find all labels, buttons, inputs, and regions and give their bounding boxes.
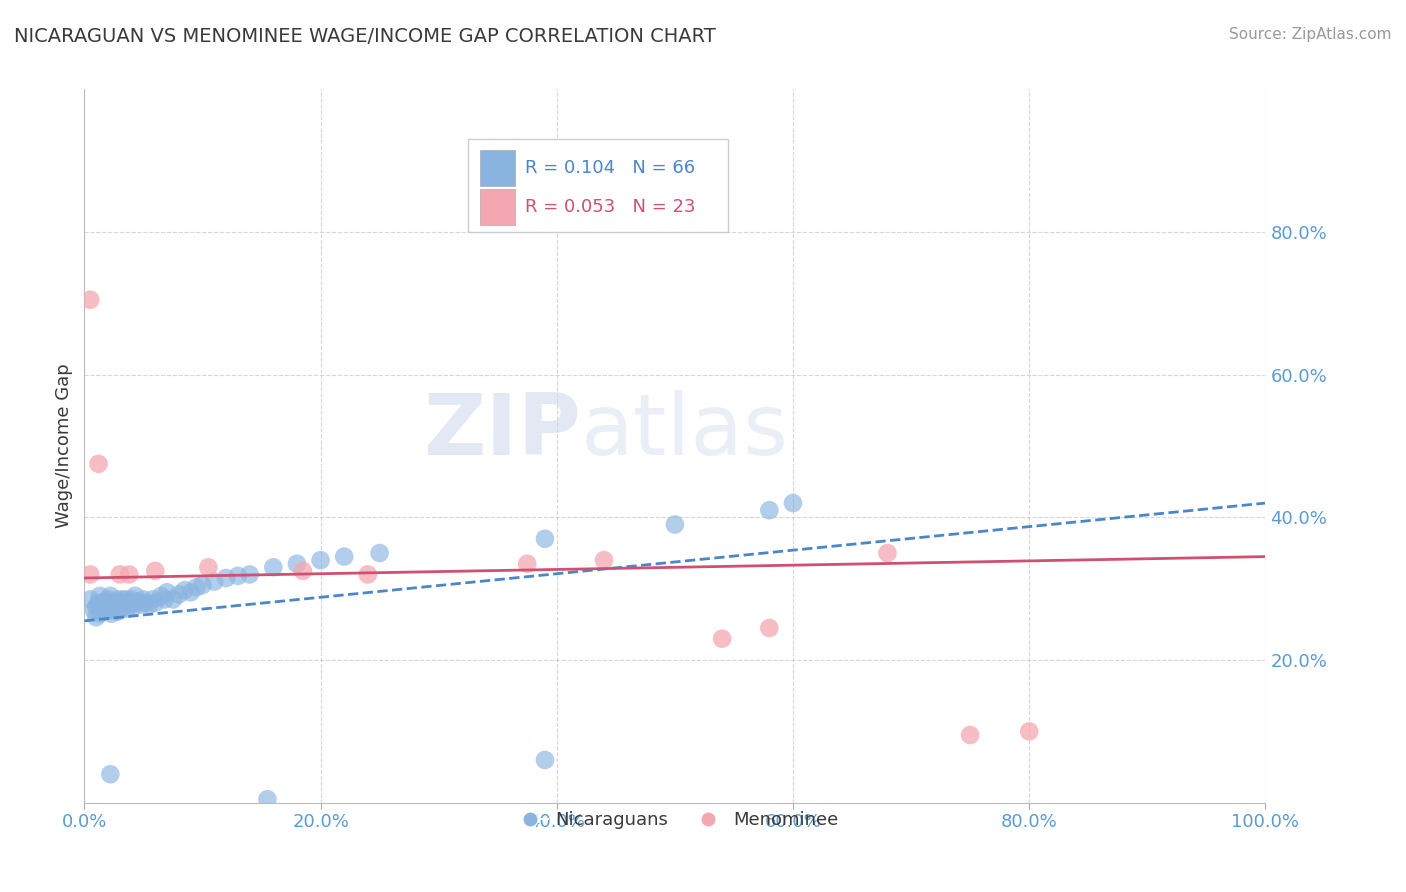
Point <box>79 567 101 582</box>
Point <box>333 549 356 564</box>
Bar <box>479 150 516 186</box>
Point <box>143 564 166 578</box>
Point <box>124 589 146 603</box>
Point <box>108 596 131 610</box>
Point <box>357 567 380 582</box>
Point <box>105 598 128 612</box>
Text: atlas: atlas <box>581 390 789 474</box>
Point <box>97 603 120 617</box>
Point <box>186 580 208 594</box>
Point <box>664 517 686 532</box>
Point <box>1018 724 1040 739</box>
Point <box>114 592 136 607</box>
Point <box>93 594 115 608</box>
Point <box>98 596 121 610</box>
Point <box>118 567 141 582</box>
Point <box>107 592 129 607</box>
Point <box>89 589 111 603</box>
Point <box>127 594 149 608</box>
Point <box>115 601 138 615</box>
Point <box>262 560 284 574</box>
Point <box>91 598 114 612</box>
Text: NICARAGUAN VS MENOMINEE WAGE/INCOME GAP CORRELATION CHART: NICARAGUAN VS MENOMINEE WAGE/INCOME GAP … <box>14 27 716 45</box>
Point <box>129 598 152 612</box>
Point <box>173 583 195 598</box>
Point <box>215 571 238 585</box>
Point <box>782 496 804 510</box>
Point <box>876 546 898 560</box>
Y-axis label: Wage/Income Gap: Wage/Income Gap <box>55 364 73 528</box>
Text: Source: ZipAtlas.com: Source: ZipAtlas.com <box>1229 27 1392 42</box>
Point <box>758 621 780 635</box>
Point <box>534 532 557 546</box>
Point <box>114 598 136 612</box>
Point <box>143 596 166 610</box>
Point <box>309 553 332 567</box>
Point <box>285 557 308 571</box>
Point <box>122 599 145 614</box>
Point <box>84 610 107 624</box>
Point <box>91 605 114 619</box>
Point <box>79 293 101 307</box>
Point <box>256 792 278 806</box>
Text: R = 0.053   N = 23: R = 0.053 N = 23 <box>524 198 696 216</box>
Point <box>135 596 157 610</box>
Point <box>117 596 139 610</box>
Point <box>711 632 734 646</box>
Point <box>98 767 121 781</box>
Point <box>84 599 107 614</box>
Point <box>107 605 129 619</box>
Point <box>94 605 117 619</box>
Point <box>91 601 114 615</box>
Point <box>516 557 538 571</box>
Legend: Nicaraguans, Menominee: Nicaraguans, Menominee <box>505 805 845 837</box>
Point <box>89 607 111 621</box>
Point <box>534 753 557 767</box>
Point <box>121 598 143 612</box>
Point <box>153 592 176 607</box>
Point <box>291 564 314 578</box>
Point <box>83 603 105 617</box>
Point <box>202 574 225 589</box>
Point <box>100 607 122 621</box>
Point <box>97 592 120 607</box>
Point <box>162 592 184 607</box>
Point <box>156 585 179 599</box>
Point <box>758 503 780 517</box>
Point <box>226 569 249 583</box>
Point <box>142 592 165 607</box>
Text: R = 0.104   N = 66: R = 0.104 N = 66 <box>524 159 695 177</box>
Point <box>79 592 101 607</box>
Point <box>959 728 981 742</box>
Point <box>197 560 219 574</box>
FancyBboxPatch shape <box>468 139 728 232</box>
Point <box>368 546 391 560</box>
Point <box>87 596 110 610</box>
Point <box>132 592 155 607</box>
Point <box>103 601 125 615</box>
Point <box>121 592 143 607</box>
Point <box>138 598 160 612</box>
Point <box>87 457 110 471</box>
Point <box>167 587 190 601</box>
Point <box>98 589 121 603</box>
Point <box>112 599 135 614</box>
Point <box>180 585 202 599</box>
Point <box>100 599 122 614</box>
Point <box>108 603 131 617</box>
Text: ZIP: ZIP <box>423 390 581 474</box>
Point <box>593 553 616 567</box>
Point <box>239 567 262 582</box>
Point <box>111 592 134 607</box>
Point <box>150 589 173 603</box>
Point <box>103 594 125 608</box>
Point <box>191 578 214 592</box>
Point <box>94 599 117 613</box>
Point <box>108 567 131 582</box>
Point <box>97 598 120 612</box>
Bar <box>479 189 516 225</box>
